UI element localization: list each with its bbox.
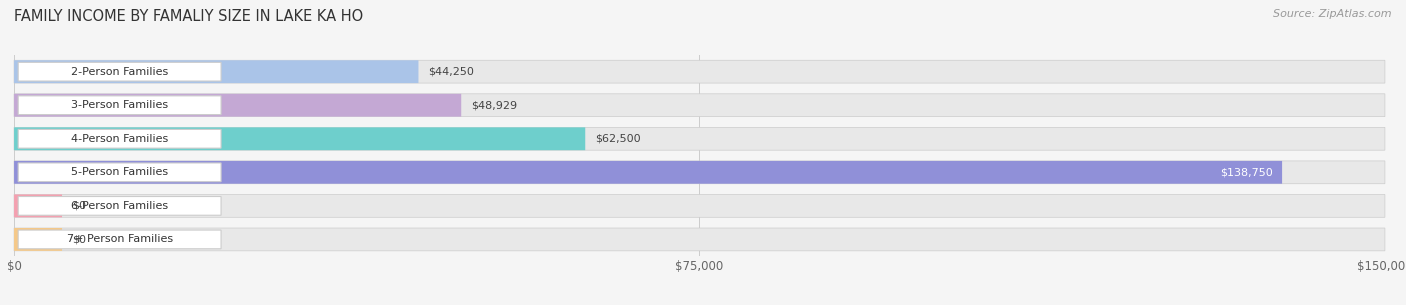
Text: FAMILY INCOME BY FAMALIY SIZE IN LAKE KA HO: FAMILY INCOME BY FAMALIY SIZE IN LAKE KA… bbox=[14, 9, 363, 24]
FancyBboxPatch shape bbox=[18, 230, 221, 249]
Text: 3-Person Families: 3-Person Families bbox=[72, 100, 169, 110]
Text: 7+ Person Families: 7+ Person Families bbox=[66, 235, 173, 244]
FancyBboxPatch shape bbox=[14, 161, 1385, 184]
FancyBboxPatch shape bbox=[14, 228, 1385, 251]
FancyBboxPatch shape bbox=[14, 60, 1385, 83]
FancyBboxPatch shape bbox=[14, 127, 585, 150]
Text: 6-Person Families: 6-Person Families bbox=[72, 201, 169, 211]
FancyBboxPatch shape bbox=[18, 163, 221, 182]
FancyBboxPatch shape bbox=[14, 94, 461, 117]
Text: 2-Person Families: 2-Person Families bbox=[70, 67, 169, 77]
FancyBboxPatch shape bbox=[14, 195, 62, 217]
Text: Source: ZipAtlas.com: Source: ZipAtlas.com bbox=[1274, 9, 1392, 19]
Text: $44,250: $44,250 bbox=[427, 67, 474, 77]
Text: $48,929: $48,929 bbox=[471, 100, 517, 110]
FancyBboxPatch shape bbox=[14, 161, 1282, 184]
Text: $0: $0 bbox=[72, 235, 86, 244]
FancyBboxPatch shape bbox=[18, 196, 221, 215]
FancyBboxPatch shape bbox=[14, 60, 419, 83]
Text: $0: $0 bbox=[72, 201, 86, 211]
FancyBboxPatch shape bbox=[14, 127, 1385, 150]
FancyBboxPatch shape bbox=[14, 195, 1385, 217]
FancyBboxPatch shape bbox=[14, 94, 1385, 117]
Text: 4-Person Families: 4-Person Families bbox=[70, 134, 169, 144]
Text: $138,750: $138,750 bbox=[1220, 167, 1272, 177]
Text: $62,500: $62,500 bbox=[595, 134, 641, 144]
FancyBboxPatch shape bbox=[18, 62, 221, 81]
FancyBboxPatch shape bbox=[18, 96, 221, 115]
FancyBboxPatch shape bbox=[18, 129, 221, 148]
FancyBboxPatch shape bbox=[14, 228, 62, 251]
Text: 5-Person Families: 5-Person Families bbox=[72, 167, 169, 177]
